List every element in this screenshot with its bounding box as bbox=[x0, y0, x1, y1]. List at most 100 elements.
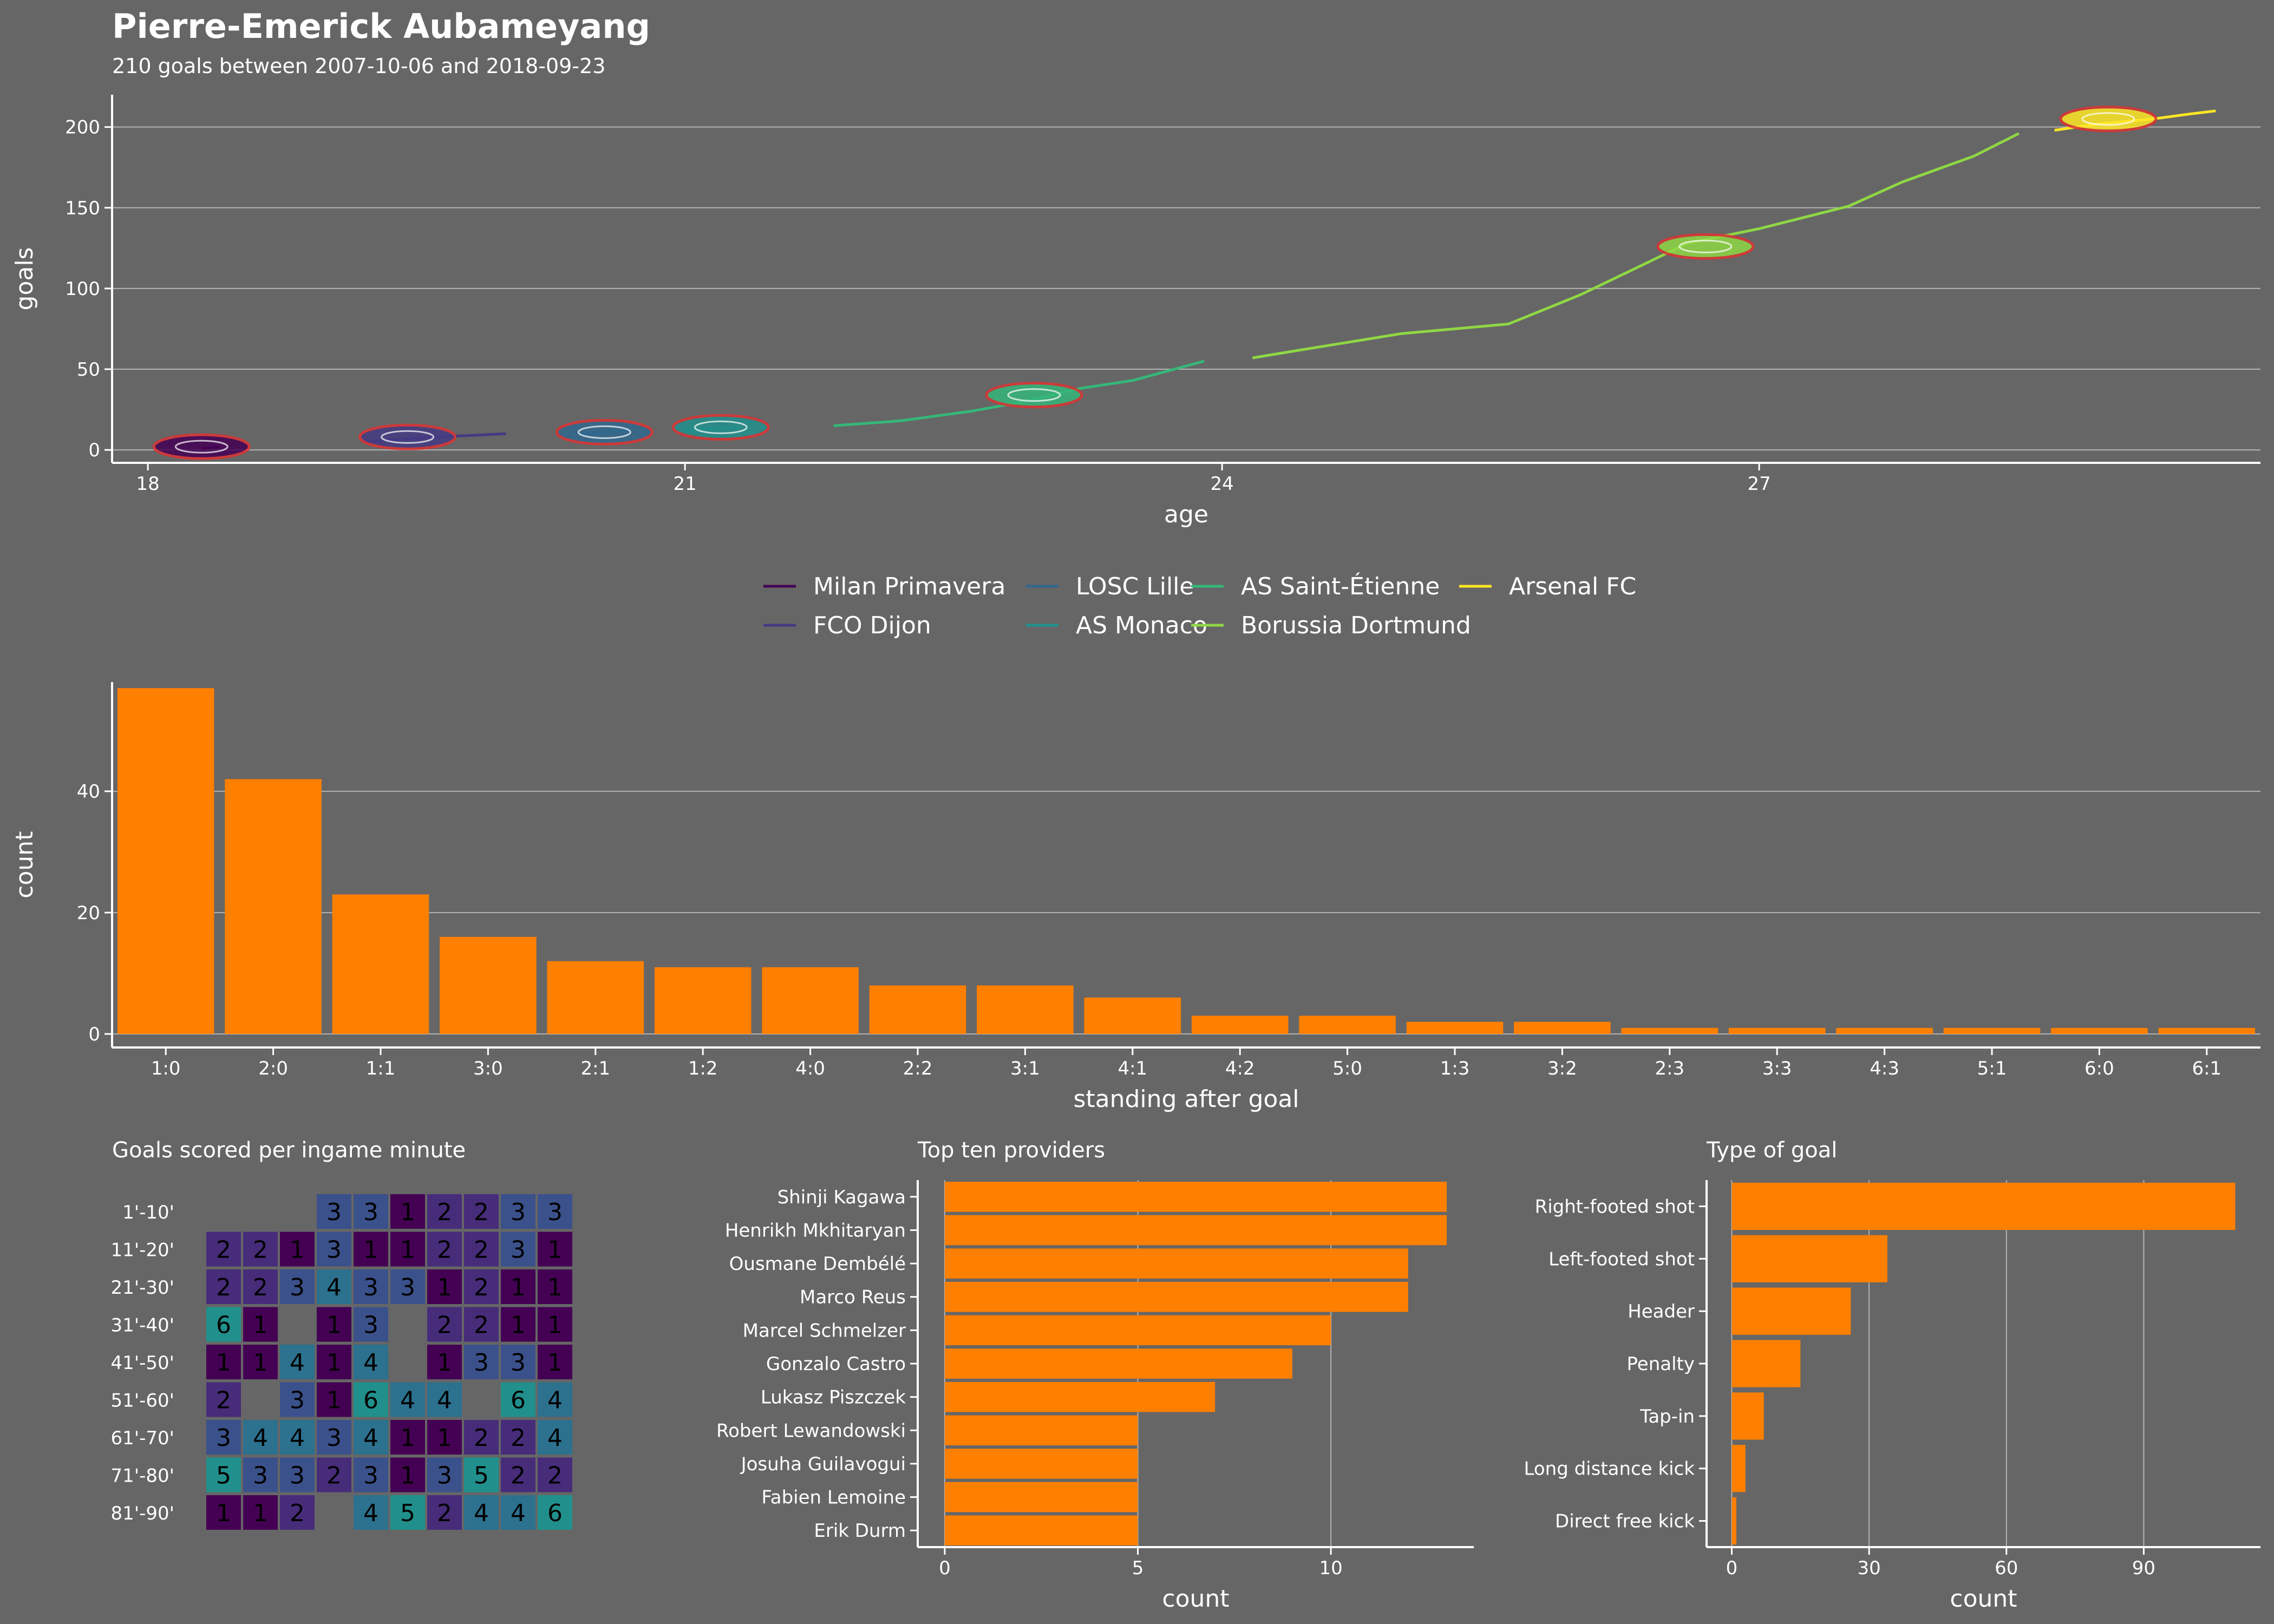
bar bbox=[1731, 1392, 1764, 1440]
legend-label: Borussia Dortmund bbox=[1241, 612, 1471, 639]
heatmap-cell bbox=[501, 1382, 535, 1417]
club-badge-ring bbox=[1007, 388, 1061, 402]
category-label: Tap-in bbox=[1639, 1406, 1695, 1427]
x-tick-label: 2:2 bbox=[903, 1058, 933, 1079]
heatmap-cell bbox=[317, 1382, 351, 1417]
bar bbox=[547, 961, 644, 1034]
heatmap-cell-value: 3 bbox=[511, 1236, 526, 1264]
bar bbox=[1299, 1016, 1396, 1034]
heatmap-cell bbox=[317, 1269, 351, 1304]
heatmap-cell bbox=[280, 1382, 315, 1417]
heatmap-cell-value: 2 bbox=[474, 1236, 489, 1264]
heatmap-cell-value: 3 bbox=[326, 1199, 342, 1226]
heatmap-cell bbox=[427, 1194, 462, 1229]
heatmap-cell-value: 1 bbox=[437, 1349, 452, 1377]
club-badge bbox=[152, 433, 251, 460]
heatmap-cell bbox=[243, 1307, 278, 1342]
heatmap-cell-value: 2 bbox=[474, 1274, 489, 1301]
club-badge bbox=[1656, 233, 1755, 260]
y-axis-label: count bbox=[11, 831, 38, 898]
category-label: Header bbox=[1628, 1301, 1695, 1322]
legend-label: AS Saint-Étienne bbox=[1241, 572, 1440, 600]
heatmap-cell bbox=[501, 1495, 535, 1530]
heatmap-cell bbox=[317, 1345, 351, 1379]
heatmap-cell bbox=[538, 1345, 572, 1379]
heatmap-cell bbox=[390, 1420, 425, 1455]
heatmap-cell-value: 4 bbox=[400, 1387, 415, 1415]
heatmap-cell bbox=[206, 1269, 241, 1304]
bar bbox=[1514, 1021, 1611, 1034]
heatmap-cell-value: 4 bbox=[363, 1349, 378, 1377]
club-badge bbox=[2059, 106, 2158, 133]
heatmap-cell-value: 2 bbox=[474, 1199, 489, 1226]
x-tick-label: 2:0 bbox=[258, 1058, 288, 1079]
heatmap-cell bbox=[464, 1269, 499, 1304]
heatmap-cell-value: 1 bbox=[400, 1236, 415, 1264]
bar bbox=[117, 688, 214, 1034]
x-tick-label: 3:0 bbox=[473, 1058, 503, 1079]
heatmap-cell-value: 2 bbox=[437, 1199, 452, 1226]
club-badge-ring bbox=[577, 425, 631, 439]
x-axis-label: count bbox=[1950, 1585, 2017, 1613]
heatmap-row-label: 21'-30' bbox=[111, 1277, 175, 1299]
standing-after-goal-chart: 0 20 40 1:0 2:0 1:1 3:0 2:1 1:2 4:0 2:2 3:1 4:1 4:2 5:… bbox=[11, 682, 2260, 1113]
heatmap-cell-value: 1 bbox=[437, 1274, 452, 1301]
y-tick-label: 0 bbox=[88, 1024, 100, 1045]
y-tick-label: 50 bbox=[77, 359, 100, 381]
heatmap-cell-value: 1 bbox=[363, 1236, 378, 1264]
bar bbox=[1943, 1027, 2041, 1034]
bar bbox=[944, 1182, 1447, 1212]
heatmap-cell-value: 4 bbox=[547, 1387, 563, 1415]
heatmap-cell-value: 3 bbox=[326, 1424, 342, 1452]
heatmap-cell-value: 6 bbox=[511, 1387, 526, 1415]
bar bbox=[944, 1381, 1216, 1412]
heatmap-cell bbox=[206, 1382, 241, 1417]
club-badge bbox=[358, 423, 457, 450]
x-tick-label: 24 bbox=[1211, 473, 1234, 495]
heatmap-cell-value: 2 bbox=[474, 1312, 489, 1339]
heatmap-cell-value: 4 bbox=[511, 1499, 526, 1527]
heatmap-cell bbox=[280, 1269, 315, 1304]
heatmap-cell bbox=[501, 1420, 535, 1455]
legend-label: Milan Primavera bbox=[813, 573, 1005, 600]
heatmap-cell bbox=[280, 1345, 315, 1379]
heatmap-cell bbox=[206, 1232, 241, 1267]
heatmap-cell bbox=[206, 1457, 241, 1492]
category-label: Lukasz Piszczek bbox=[761, 1387, 906, 1409]
heatmap-cell-value: 1 bbox=[547, 1349, 563, 1377]
heatmap-row-label: 71'-80' bbox=[111, 1465, 175, 1487]
bar bbox=[944, 1215, 1447, 1246]
heatmap-cell bbox=[317, 1232, 351, 1267]
panel-title: Top ten providers bbox=[917, 1138, 1105, 1163]
heatmap-cell-value: 1 bbox=[400, 1424, 415, 1452]
heatmap-cell-value: 2 bbox=[437, 1236, 452, 1264]
heatmap-cell-value: 2 bbox=[474, 1424, 489, 1452]
heatmap-row-label: 31'-40' bbox=[111, 1315, 175, 1337]
category-label: Ousmane Dembélé bbox=[729, 1253, 906, 1275]
x-tick-label: 6:0 bbox=[2084, 1058, 2114, 1079]
heatmap-cell-value: 3 bbox=[363, 1274, 378, 1301]
heatmap-cell bbox=[427, 1232, 462, 1267]
heatmap-cell-value: 5 bbox=[216, 1462, 231, 1490]
heatmap-cell-value: 2 bbox=[216, 1387, 231, 1415]
bar bbox=[1731, 1445, 1746, 1492]
heatmap-cell-value: 1 bbox=[253, 1312, 268, 1339]
bar bbox=[1406, 1021, 1504, 1034]
heatmap-cell bbox=[538, 1269, 572, 1304]
heatmap-cell-value: 2 bbox=[253, 1236, 268, 1264]
bar bbox=[2051, 1027, 2148, 1034]
category-label: Josuha Guilavogui bbox=[740, 1453, 906, 1475]
heatmap-cell-value: 2 bbox=[290, 1499, 305, 1527]
y-axis-label: goals bbox=[11, 247, 38, 311]
x-tick-label: 5 bbox=[1132, 1557, 1144, 1579]
bar bbox=[944, 1315, 1331, 1346]
heatmap-cell bbox=[501, 1269, 535, 1304]
heatmap-cell bbox=[390, 1194, 425, 1229]
bar bbox=[1731, 1340, 1801, 1387]
bar bbox=[2158, 1027, 2256, 1034]
heatmap-cell-value: 1 bbox=[547, 1236, 563, 1264]
bar bbox=[944, 1348, 1292, 1379]
heatmap-cell bbox=[354, 1345, 388, 1379]
heatmap-cell bbox=[280, 1495, 315, 1530]
